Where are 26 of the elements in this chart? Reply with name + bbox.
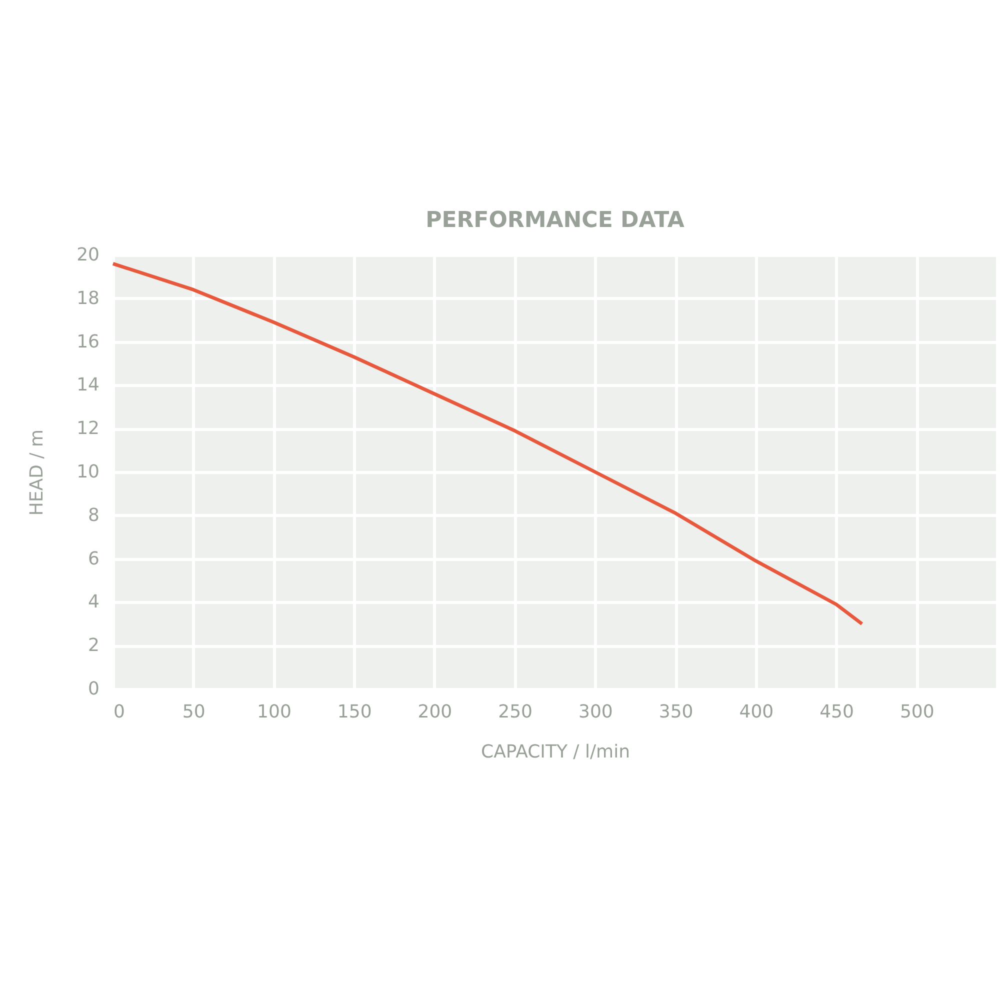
y-tick-label: 4 (88, 592, 100, 613)
y-axis-title: HEAD / m (26, 429, 48, 516)
y-tick-label: 18 (76, 288, 100, 309)
y-tick-label: 14 (76, 374, 100, 396)
x-tick-label: 250 (498, 702, 532, 722)
x-tick-label: 200 (418, 702, 452, 722)
x-tick-label: 0 (114, 702, 125, 722)
line-series (111, 262, 864, 626)
y-tick-label: 6 (88, 548, 100, 570)
x-tick-label: 300 (578, 702, 613, 722)
x-tick-label: 400 (739, 702, 774, 722)
x-tick-label: 350 (658, 702, 694, 722)
y-tick-label: 10 (76, 462, 100, 482)
x-tick-label: 100 (257, 702, 292, 722)
x-axis-title: CAPACITY / l/min (481, 742, 630, 762)
x-tick-label: 500 (900, 702, 934, 722)
y-tick-label: 12 (76, 418, 100, 440)
y-tick-label: 0 (88, 678, 100, 700)
x-tick-label: 450 (820, 702, 854, 722)
x-tick-label: 150 (337, 702, 372, 722)
chart-title: PERFORMANCE DATA (426, 208, 684, 233)
y-tick-label: 16 (76, 331, 100, 352)
x-tick-label: 50 (182, 702, 206, 722)
y-tick-label: 8 (88, 504, 100, 526)
y-tick-label: 2 (88, 635, 100, 656)
y-tick-label: 20 (76, 244, 100, 266)
